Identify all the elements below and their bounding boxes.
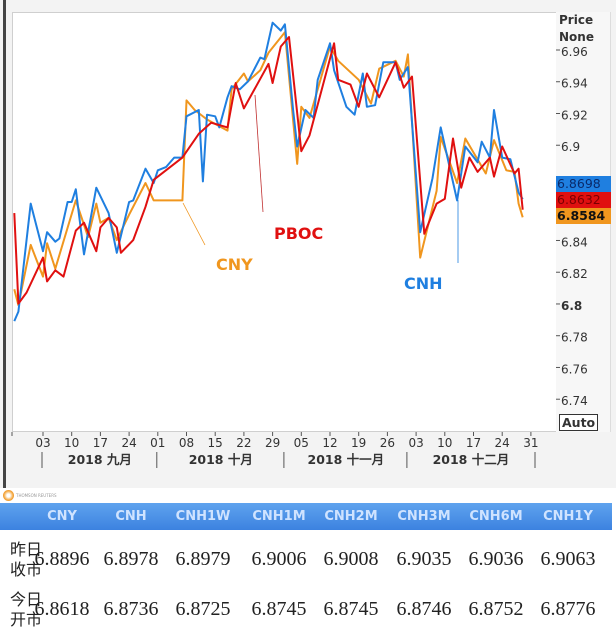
column-header-cnh1m: CNH1M [252,509,306,524]
column-header-cnh3m: CNH3M [397,509,451,524]
thomson-reuters-logo: THOMSON REUTERS [3,488,63,502]
y-tick-label: 6.84 [561,235,588,249]
table-cell: 6.9006 [251,548,307,570]
x-tick-label: 03 [408,436,423,450]
table-cell: 6.9035 [396,548,452,570]
month-label: 2018 十一月 [308,452,385,467]
column-header-cnh1w: CNH1W [175,509,231,524]
x-tick-label: 17 [93,436,108,450]
y-tick-label: 6.76 [561,362,588,376]
chart-left-border [3,0,6,488]
x-tick-label: 05 [294,436,309,450]
table-row: 今日 开市 6.8618 6.8736 6.8725 6.8745 6.8745 6.874… [0,584,612,634]
annotation-cny: CNY [216,255,253,274]
series-line-cny [13,31,524,307]
price-axis-title: Price [559,13,594,27]
table-cell: 6.8725 [175,598,231,620]
table-cell: 6.8896 [34,548,90,570]
table-cell: 6.8736 [103,598,159,620]
table-cell: 6.9008 [323,548,379,570]
table-cell: 6.8745 [251,598,307,620]
y-tick-label: 6.92 [561,108,588,122]
column-header-cnh1y: CNH1Y [543,509,593,524]
x-tick-label: 24 [121,436,136,450]
table-cell: 6.8745 [323,598,379,620]
series-line-cnh [13,21,524,322]
x-tick-label: 08 [179,436,194,450]
annotation-pboc: PBOC [274,224,323,243]
price-axis-mode[interactable]: None [559,30,594,44]
row-label: 今日 开市 [10,590,43,629]
x-tick-label: 19 [351,436,366,450]
table-cell: 6.8776 [540,598,596,620]
logo-disc-icon [3,489,14,501]
line-chart: 6.96 6.94 6.92 6.9 6.84 6.82 6.8 6.78 6.76 6.74 03… [11,21,588,468]
auto-scale-button[interactable]: Auto [559,414,599,431]
y-tick-label: 6.96 [561,45,588,59]
month-label: 2018 十二月 [433,452,510,467]
table-cell: 6.8752 [468,598,524,620]
pboc-leader-line [254,94,264,213]
x-tick-label: 03 [35,436,50,450]
cny-leader-line [182,202,206,246]
column-header-cnh6m: CNH6M [469,509,523,524]
annotation-cnh: CNH [404,274,443,293]
last-value-cnh: 6.8698 [556,176,611,192]
table-cell: 6.8979 [175,548,231,570]
table-header: CNY CNH CNH1W CNH1M CNH2M CNH3M CNH6M CNH1Y [0,503,612,530]
column-header-cny: CNY [47,509,77,524]
table-cell: 6.8978 [103,548,159,570]
x-tick-label: 17 [466,436,481,450]
table-cell: 6.8746 [396,598,452,620]
y-tick-label: 6.94 [561,77,588,91]
column-header-cnh2m: CNH2M [324,509,378,524]
column-header-cnh: CNH [115,509,147,524]
logo-text: THOMSON REUTERS [16,492,57,498]
x-tick-label: 10 [64,436,79,450]
x-tick-label: 22 [236,436,251,450]
x-tick-label: 01 [150,436,165,450]
y-tick-label: 6.78 [561,331,588,345]
x-tick-label: 31 [523,436,538,450]
table-cell: 6.8618 [34,598,90,620]
table-row: 昨日 收市 6.8896 6.8978 6.8979 6.9006 6.9008 6.903… [0,534,612,584]
series-line-pboc [13,36,524,305]
x-tick-label: 24 [495,436,510,450]
table-cell: 6.9036 [468,548,524,570]
last-value-pboc: 6.8632 [556,192,611,208]
y-tick-label: 6.82 [561,267,588,281]
x-tick-label: 12 [322,436,337,450]
month-label: 2018 十月 [189,452,253,467]
y-tick-label: 6.74 [561,394,588,408]
x-tick-label: 26 [380,436,395,450]
x-tick-label: 10 [437,436,452,450]
x-tick-label: 29 [265,436,280,450]
y-tick-label: 6.8 [561,299,582,313]
x-tick-label: 15 [208,436,223,450]
last-value-cny: 6.8584 [556,208,611,224]
table-cell: 6.9063 [540,548,596,570]
y-tick-label: 6.9 [561,140,580,154]
month-label: 2018 九月 [68,452,132,467]
chart-panel: Price None 6.8698 6.8632 6.8584 Auto 6.9… [0,0,616,488]
row-label: 昨日 收市 [10,540,43,579]
